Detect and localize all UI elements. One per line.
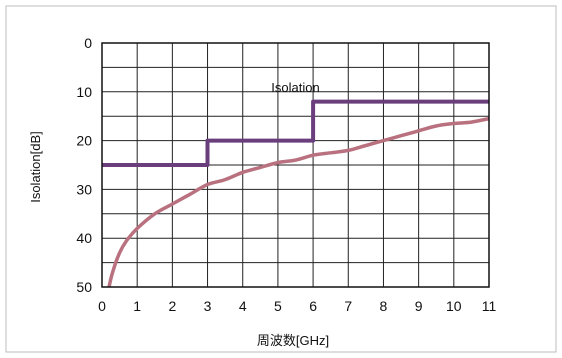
grid bbox=[102, 43, 489, 287]
x-tick-label: 1 bbox=[133, 298, 141, 314]
y-tick-label: 40 bbox=[76, 230, 92, 246]
plot-area-border bbox=[101, 42, 490, 288]
x-tick-label: 2 bbox=[168, 298, 176, 314]
x-tick-label: 11 bbox=[482, 298, 497, 314]
annotation-label: Isolation bbox=[271, 80, 319, 95]
chart-frame bbox=[5, 5, 557, 353]
y-tick-label: 50 bbox=[76, 279, 92, 295]
labels: 周波数[GHz] Isolation[dB] 0 1 2 3 4 5 6 7 8 9 10 11 0 10… bbox=[28, 35, 496, 348]
x-tick-label: 0 bbox=[98, 298, 106, 314]
y-tick-label: 30 bbox=[76, 181, 92, 197]
x-tick-label: 6 bbox=[309, 298, 317, 314]
y-tick-label: 20 bbox=[76, 133, 92, 149]
x-tick-label: 8 bbox=[380, 298, 388, 314]
y-axis-label: Isolation[dB] bbox=[28, 131, 43, 203]
series-group bbox=[102, 99, 490, 288]
y-tick-label: 0 bbox=[84, 35, 92, 51]
y-tick-label: 10 bbox=[76, 84, 92, 100]
axes bbox=[101, 42, 490, 288]
x-tick-label: 5 bbox=[274, 298, 282, 314]
x-tick-label: 10 bbox=[446, 298, 462, 314]
x-tick-label: 4 bbox=[239, 298, 247, 314]
x-tick-label: 9 bbox=[415, 298, 423, 314]
x-tick-label: 7 bbox=[344, 298, 352, 314]
series-line-2 bbox=[107, 116, 490, 288]
x-tick-label: 3 bbox=[204, 298, 212, 314]
series-line-1 bbox=[102, 99, 489, 167]
x-axis-label: 周波数[GHz] bbox=[257, 333, 329, 348]
